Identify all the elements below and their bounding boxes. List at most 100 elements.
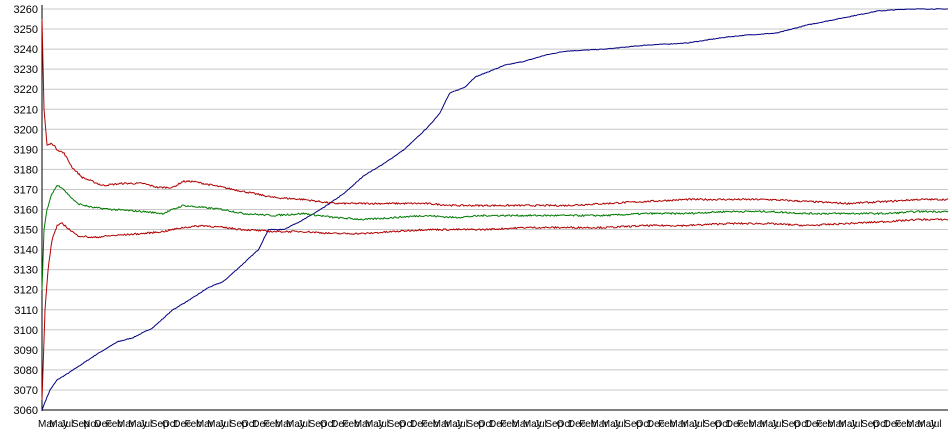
y-tick-label: 3170 — [14, 184, 38, 196]
y-tick-label: 3150 — [14, 225, 38, 237]
x-axis-tick-labels: MarMayJulSepNovDecFebMarMayJulSepOctDecF… — [38, 419, 942, 430]
x-tick-label: Feb — [185, 419, 203, 430]
x-tick-label: Dec — [173, 419, 191, 430]
x-tick-label: Sep — [624, 419, 642, 430]
x-tick-label: Dec — [94, 419, 112, 430]
y-axis-tick-labels: 3060 3070 3080 3090 3100 3110 3120 3130 3140 3150… — [14, 4, 38, 417]
y-tick-label: 3130 — [14, 265, 38, 277]
series-line-1 — [41, 8, 949, 411]
x-tick-label: Dec — [410, 419, 428, 430]
x-tick-label: Jul — [771, 419, 784, 430]
x-tick-label: Mar — [748, 419, 766, 430]
x-tick-label: Oct — [478, 419, 494, 430]
x-tick-label: May — [444, 419, 463, 430]
x-tick-label: Feb — [737, 419, 755, 430]
x-tick-label: Sep — [861, 419, 879, 430]
y-tick-label: 3100 — [14, 325, 38, 337]
x-tick-label: Dec — [331, 419, 349, 430]
x-tick-label: Jul — [534, 419, 547, 430]
y-tick-label: 3260 — [14, 4, 38, 16]
x-tick-label: Mar — [275, 419, 293, 430]
x-tick-label: Sep — [72, 419, 90, 430]
x-tick-label: May — [917, 419, 936, 430]
x-tick-label: Mar — [669, 419, 687, 430]
y-tick-label: 3060 — [14, 405, 38, 417]
x-tick-label: Dec — [252, 419, 270, 430]
axes — [41, 5, 948, 411]
x-tick-label: May — [839, 419, 858, 430]
x-tick-label: Jul — [218, 419, 231, 430]
x-tick-label: May — [128, 419, 147, 430]
x-tick-label: Sep — [388, 419, 406, 430]
x-tick-label: Jul — [929, 419, 942, 430]
y-tick-label: 3090 — [14, 345, 38, 357]
x-tick-label: Jul — [692, 419, 705, 430]
x-tick-label: Feb — [264, 419, 282, 430]
x-tick-label: Jul — [297, 419, 310, 430]
x-tick-label: Oct — [636, 419, 652, 430]
x-tick-label: Feb — [816, 419, 834, 430]
x-tick-label: May — [286, 419, 305, 430]
x-tick-label: Feb — [421, 419, 439, 430]
x-tick-label: Mar — [38, 419, 56, 430]
x-tick-label: Feb — [579, 419, 597, 430]
x-tick-label: Oct — [320, 419, 336, 430]
x-tick-label: May — [681, 419, 700, 430]
y-tick-label: 3250 — [14, 24, 38, 36]
x-tick-label: Sep — [309, 419, 327, 430]
x-tick-label: May — [207, 419, 226, 430]
y-tick-label: 3240 — [14, 44, 38, 56]
y-tick-label: 3110 — [14, 305, 38, 317]
x-tick-label: Dec — [805, 419, 823, 430]
x-tick-label: Mar — [827, 419, 845, 430]
y-tick-label: 3120 — [14, 285, 38, 297]
x-tick-label: Sep — [230, 419, 248, 430]
series-line-4 — [41, 218, 949, 400]
y-tick-label: 3200 — [14, 124, 38, 136]
x-tick-label: Mar — [906, 419, 924, 430]
x-tick-label: Mar — [590, 419, 608, 430]
x-tick-label: Oct — [872, 419, 888, 430]
x-tick-label: May — [760, 419, 779, 430]
x-tick-label: Oct — [162, 419, 178, 430]
series-line-3 — [41, 184, 949, 290]
x-tick-label: Feb — [895, 419, 913, 430]
x-tick-label: Sep — [545, 419, 563, 430]
x-tick-label: Dec — [647, 419, 665, 430]
x-tick-label: Mar — [117, 419, 135, 430]
x-tick-label: Dec — [568, 419, 586, 430]
y-tick-label: 3180 — [14, 164, 38, 176]
y-tick-label: 3140 — [14, 245, 38, 257]
x-tick-label: Sep — [703, 419, 721, 430]
x-tick-label: Feb — [500, 419, 518, 430]
x-tick-label: Feb — [658, 419, 676, 430]
x-tick-label: May — [523, 419, 542, 430]
x-tick-label: Mar — [196, 419, 214, 430]
x-tick-label: Jul — [850, 419, 863, 430]
x-tick-label: May — [49, 419, 68, 430]
x-tick-label: May — [365, 419, 384, 430]
x-tick-label: Sep — [782, 419, 800, 430]
x-tick-label: Dec — [489, 419, 507, 430]
y-tick-label: 3160 — [14, 205, 38, 217]
series-lines — [41, 8, 949, 411]
y-tick-label: 3080 — [14, 365, 38, 377]
y-tick-label: 3190 — [14, 144, 38, 156]
x-tick-label: Dec — [884, 419, 902, 430]
y-tick-label: 3210 — [14, 104, 38, 116]
y-tick-label: 3220 — [14, 84, 38, 96]
x-tick-label: Jul — [61, 419, 74, 430]
x-tick-label: May — [602, 419, 621, 430]
x-tick-label: Dec — [726, 419, 744, 430]
x-tick-label: Jul — [139, 419, 152, 430]
x-tick-label: Oct — [241, 419, 257, 430]
x-tick-label: Sep — [466, 419, 484, 430]
x-tick-label: Jul — [613, 419, 626, 430]
x-tick-label: Mar — [433, 419, 451, 430]
x-tick-label: Jul — [376, 419, 389, 430]
y-tick-label: 3070 — [14, 385, 38, 397]
x-tick-label: Jul — [455, 419, 468, 430]
x-tick-label: Feb — [106, 419, 124, 430]
x-tick-label: Mar — [512, 419, 530, 430]
